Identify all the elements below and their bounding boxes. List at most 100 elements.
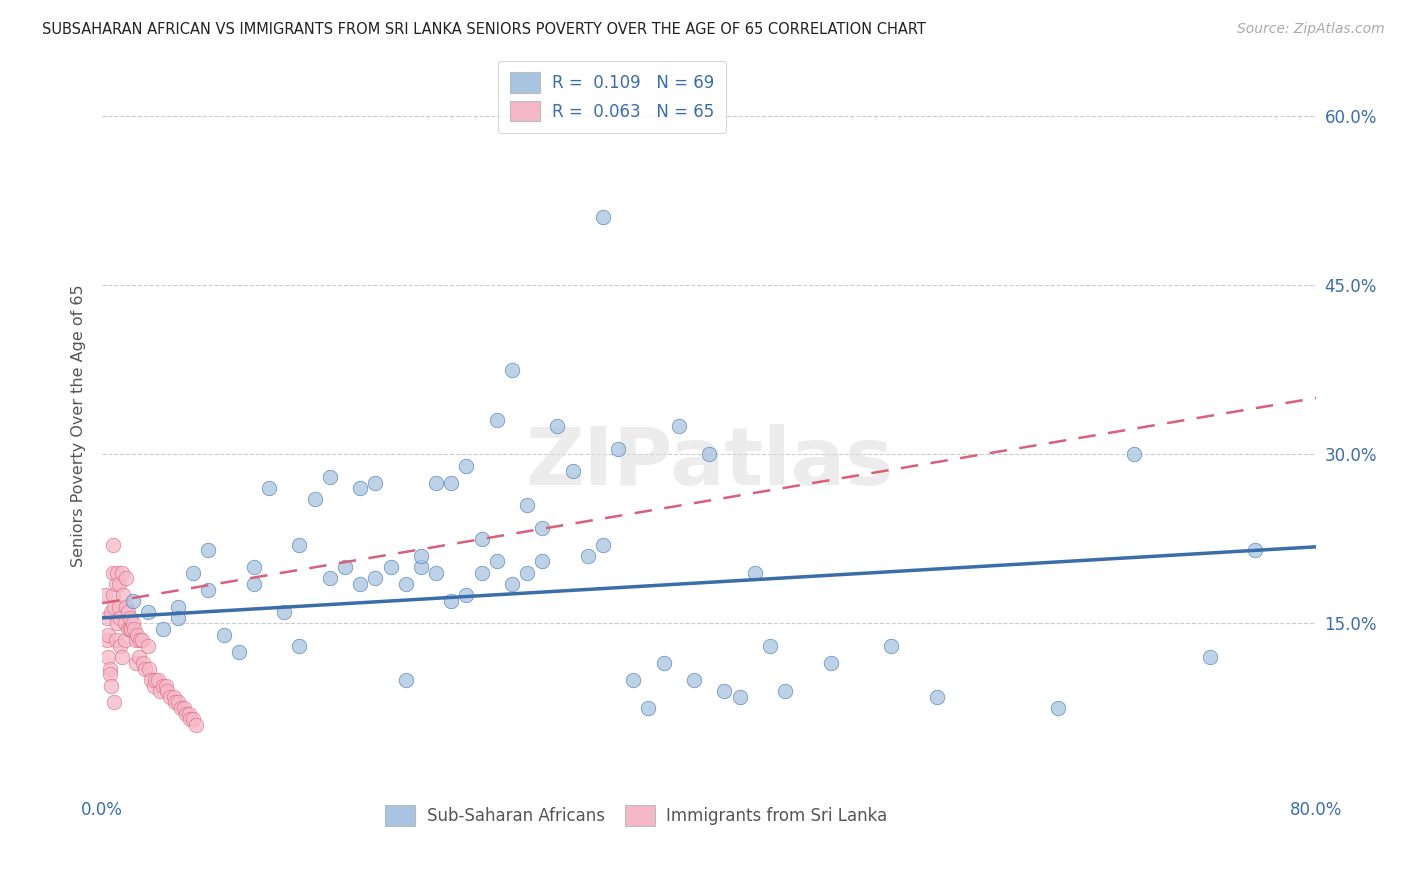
Point [97,628,120,642]
Point [110,611,132,625]
Point [409,549,432,563]
Point [117,605,139,619]
Point [100,679,122,693]
Point [395,577,418,591]
Point [304,492,326,507]
Point [501,363,523,377]
Point [177,706,200,721]
Point [138,662,160,676]
Point [637,701,659,715]
Point [1123,447,1146,461]
Point [94,588,117,602]
Point [456,458,478,473]
Point [364,475,387,490]
Point [228,645,250,659]
Point [713,684,735,698]
Point [163,695,186,709]
Point [136,639,159,653]
Point [149,684,172,698]
Point [114,633,136,648]
Point [134,662,156,676]
Point [167,611,190,625]
Point [333,560,356,574]
Point [101,537,124,551]
Point [179,712,201,726]
Point [288,639,311,653]
Point [104,577,127,591]
Point [97,650,120,665]
Point [117,622,139,636]
Point [440,594,463,608]
Point [148,673,170,687]
Point [485,554,508,568]
Point [516,566,538,580]
Point [243,560,266,574]
Point [197,582,219,597]
Text: ZIPatlas: ZIPatlas [524,424,893,502]
Point [98,667,121,681]
Point [212,628,235,642]
Point [409,560,432,574]
Point [759,639,782,653]
Point [100,605,122,619]
Point [115,571,138,585]
Point [128,650,150,665]
Point [108,599,131,614]
Point [197,543,219,558]
Point [103,599,125,614]
Point [440,475,463,490]
Point [364,571,387,585]
Point [683,673,706,687]
Point [139,673,162,687]
Point [288,537,311,551]
Point [273,605,295,619]
Point [456,588,478,602]
Point [120,622,142,636]
Text: Source: ZipAtlas.com: Source: ZipAtlas.com [1237,22,1385,37]
Point [773,684,796,698]
Point [152,679,174,693]
Point [105,616,128,631]
Point [744,566,766,580]
Point [131,633,153,648]
Point [1199,650,1222,665]
Point [110,639,132,653]
Point [501,577,523,591]
Point [1244,543,1267,558]
Y-axis label: Seniors Poverty Over the Age of 65: Seniors Poverty Over the Age of 65 [72,285,86,567]
Point [546,419,568,434]
Point [485,413,508,427]
Point [516,498,538,512]
Point [124,633,146,648]
Point [104,633,127,648]
Point [111,566,134,580]
Point [155,679,177,693]
Point [425,566,447,580]
Point [96,633,118,648]
Point [173,701,195,715]
Point [121,594,143,608]
Point [380,560,402,574]
Point [101,588,124,602]
Point [156,684,179,698]
Point [108,577,131,591]
Point [105,566,128,580]
Point [576,549,599,563]
Point [136,605,159,619]
Point [174,706,197,721]
Point [132,656,155,670]
Point [101,566,124,580]
Point [181,712,204,726]
Point [561,464,583,478]
Point [96,611,118,625]
Point [112,588,135,602]
Point [118,622,141,636]
Point [143,673,166,687]
Point [621,673,644,687]
Point [162,690,184,704]
Point [181,566,204,580]
Point [127,628,149,642]
Point [103,695,125,709]
Point [470,566,492,580]
Point [425,475,447,490]
